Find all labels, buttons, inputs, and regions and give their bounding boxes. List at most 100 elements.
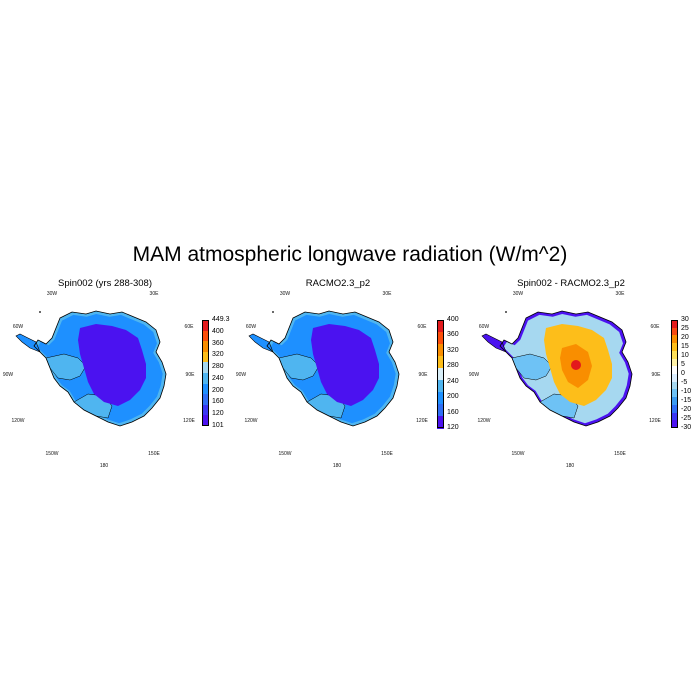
grid-label-60w: 60W	[246, 324, 257, 330]
grid-label-60w: 60W	[479, 324, 490, 330]
colorbar-frame	[202, 320, 209, 426]
colorbar-segment	[202, 383, 209, 395]
grid-label-120w: 120W	[11, 418, 24, 424]
colorbar-frame	[437, 320, 444, 428]
colorbar-segment	[202, 415, 209, 427]
island-dot	[505, 311, 507, 313]
colorbar: 449.3 400 360 320 280 240 200 160 120 101	[202, 316, 230, 429]
grid-label-150e: 150E	[148, 451, 160, 457]
colorbar-label: 200	[212, 386, 224, 394]
colorbar-segment	[202, 320, 209, 332]
grid-label-120e: 120E	[649, 418, 661, 424]
colorbar-segment	[671, 381, 678, 390]
island-dot	[39, 311, 41, 313]
grid-label-120e: 120E	[416, 418, 428, 424]
panel-reference: RACMO2.3_p2 30W 30E 60W 60E 90W 90E 120W 120E 15…	[233, 270, 466, 470]
panel-difference: Spin002 - RACMO2.3_p2 30W 30E 60W 60E 90W 90E…	[466, 270, 699, 470]
colorbar-label: -30	[681, 424, 692, 431]
colorbar-label: 240	[447, 377, 459, 385]
grid-label-150e: 150E	[614, 451, 626, 457]
coastline	[499, 310, 633, 427]
colorbar-label: 400	[212, 327, 224, 335]
grid-label-30e: 30E	[383, 291, 393, 297]
coastline	[33, 310, 167, 427]
colorbar-segment	[202, 341, 209, 353]
colorbar-label: 30	[681, 316, 689, 323]
colorbar-label: 120	[212, 410, 224, 418]
ice-shelf	[45, 353, 87, 381]
grid-label-60e: 60E	[418, 324, 428, 330]
colorbar-segment	[437, 404, 444, 417]
colorbar-label: 0	[681, 370, 685, 377]
colorbar-segment	[437, 392, 444, 405]
grid-label-90e: 90E	[186, 372, 196, 378]
grid-label-90w: 90W	[3, 372, 14, 378]
island-dot	[272, 311, 274, 313]
colorbar-segment	[671, 358, 678, 367]
grid-label-120e: 120E	[183, 418, 195, 424]
colorbar: 30 25 20 15 10 5 0 -5 -10 -15 -20 -25 -30	[671, 316, 691, 431]
colorbar-segment	[671, 350, 678, 360]
interior-field	[311, 324, 379, 406]
colorbar-segment	[202, 373, 209, 385]
panel-model: Spin002 (yrs 288-308) 30W 30E 60W 60E 90W 90E…	[0, 270, 233, 470]
panel-title: Spin002 - RACMO2.3_p2	[517, 278, 625, 289]
panel-title: Spin002 (yrs 288-308)	[58, 278, 152, 289]
colorbar-segment	[671, 335, 678, 344]
colorbar-segment	[202, 394, 209, 406]
colorbar-segment	[437, 356, 444, 369]
grid-label-30w: 30W	[513, 291, 524, 297]
colorbar-label: -5	[681, 379, 688, 386]
colorbar-label: 101	[212, 422, 224, 429]
colorbar-segment	[671, 343, 678, 352]
colorbar-label: -15	[681, 397, 692, 404]
colorbar-label: 240	[212, 374, 224, 382]
peninsula	[248, 333, 274, 353]
colorbar: 400 360 320 280 240 200 160 120	[437, 316, 459, 431]
colorbar-segment	[671, 397, 678, 406]
colorbar-label: 120	[447, 424, 459, 431]
grid-label-120w: 120W	[477, 418, 490, 424]
colorbar-label: -20	[681, 406, 692, 413]
grid-label-150w: 150W	[511, 451, 524, 457]
colorbar-segment	[671, 412, 678, 421]
colorbar-label: 15	[681, 343, 689, 350]
colorbar-label: 20	[681, 334, 689, 341]
grid-label-30w: 30W	[280, 291, 291, 297]
colorbar-segment	[202, 404, 209, 416]
grid-label-60e: 60E	[651, 324, 661, 330]
colorbar-label: 449.3	[212, 316, 230, 323]
colorbar-segment	[202, 362, 209, 374]
colorbar-segment	[671, 389, 678, 398]
colorbar-label: 320	[447, 346, 459, 354]
colorbar-segment	[437, 344, 444, 357]
panel-title: RACMO2.3_p2	[305, 278, 371, 289]
colorbar-segment	[671, 374, 678, 383]
grid-label-150e: 150E	[381, 451, 393, 457]
antarctica-map: 30W 30E 60W 60E 90W 90E 120W 120E 150W 150E 180	[469, 291, 662, 469]
grid-label-30e: 30E	[150, 291, 160, 297]
colorbar-segment	[437, 380, 444, 393]
colorbar-segment	[437, 368, 444, 381]
colorbar-label: 200	[447, 393, 459, 401]
grid-label-90e: 90E	[419, 372, 429, 378]
colorbar-label: 5	[681, 361, 685, 368]
grid-label-180: 180	[100, 463, 109, 469]
colorbar-segment	[202, 330, 209, 342]
colorbar-label: -10	[681, 388, 692, 395]
colorbar-segment	[671, 320, 678, 329]
colorbar-segment	[671, 366, 678, 375]
colorbar-segment	[671, 420, 678, 429]
grid-label-30e: 30E	[616, 291, 626, 297]
interior-field	[78, 324, 146, 406]
colorbar-segment	[671, 327, 678, 336]
colorbar-label: 360	[212, 339, 224, 347]
peninsula	[481, 333, 507, 353]
colorbar-label: 360	[447, 331, 459, 339]
antarctica-map: 30W 30E 60W 60E 90W 90E 120W 120E 150W 150E 180	[3, 291, 196, 469]
interior-max	[571, 360, 581, 370]
colorbar-segment	[202, 351, 209, 363]
grid-label-90w: 90W	[469, 372, 480, 378]
coastline	[266, 310, 400, 427]
colorbar-segment	[671, 404, 678, 414]
